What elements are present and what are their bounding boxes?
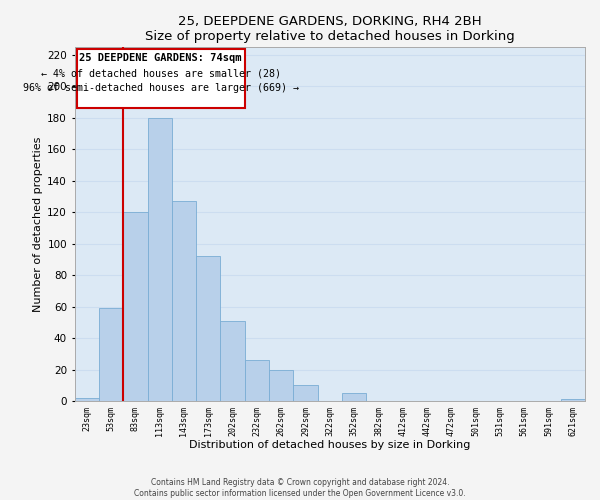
Bar [74,398,99,401]
Bar [172,201,196,401]
Bar [148,118,172,401]
Bar [560,400,585,401]
Y-axis label: Number of detached properties: Number of detached properties [33,136,43,312]
Text: Contains HM Land Registry data © Crown copyright and database right 2024.
Contai: Contains HM Land Registry data © Crown c… [134,478,466,498]
Text: 25 DEEPDENE GARDENS: 74sqm: 25 DEEPDENE GARDENS: 74sqm [79,53,242,63]
Bar [293,385,317,401]
FancyBboxPatch shape [77,48,245,108]
Bar [99,308,123,401]
Title: 25, DEEPDENE GARDENS, DORKING, RH4 2BH
Size of property relative to detached hou: 25, DEEPDENE GARDENS, DORKING, RH4 2BH S… [145,15,515,43]
Text: ← 4% of detached houses are smaller (28): ← 4% of detached houses are smaller (28) [41,69,281,79]
Bar [342,393,366,401]
Bar [245,360,269,401]
Bar [220,320,245,401]
Bar [123,212,148,401]
Text: 96% of semi-detached houses are larger (669) →: 96% of semi-detached houses are larger (… [23,83,299,93]
X-axis label: Distribution of detached houses by size in Dorking: Distribution of detached houses by size … [189,440,470,450]
Bar [269,370,293,401]
Bar [196,256,220,401]
